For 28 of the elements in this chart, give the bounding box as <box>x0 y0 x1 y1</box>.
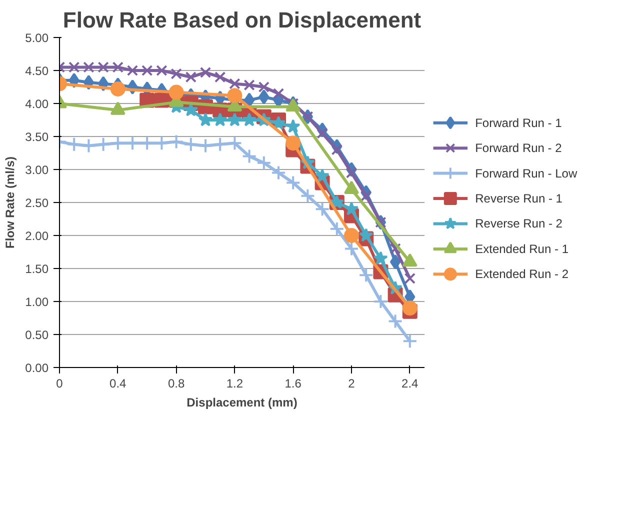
y-tick-label: 2.50 <box>25 196 49 210</box>
legend-label: Forward Run - 2 <box>475 141 562 156</box>
y-tick-label: 5.00 <box>25 31 49 45</box>
legend-label: Forward Run - 1 <box>475 116 562 130</box>
y-tick-label: 1.00 <box>25 295 49 309</box>
x-tick-label: 0.4 <box>110 376 127 390</box>
y-tick-label: 1.50 <box>25 262 49 276</box>
legend-label: Extended Run - 2 <box>475 267 569 282</box>
legend-label: Reverse Run - 1 <box>475 192 563 206</box>
x-tick-label: 0 <box>56 376 64 390</box>
y-tick-label: 3.50 <box>25 130 49 144</box>
x-tick-label: 1.6 <box>284 376 302 390</box>
x-axis-title: Displacement (mm) <box>186 396 298 410</box>
y-tick-label: 0.00 <box>25 361 49 375</box>
legend-label: Reverse Run - 2 <box>475 216 563 231</box>
legend-label: Forward Run - Low <box>475 166 578 180</box>
x-tick-label: 1.2 <box>226 376 244 390</box>
x-tick-label: 2 <box>348 376 356 390</box>
y-tick-label: 0.50 <box>25 328 49 342</box>
x-tick-label: 2.4 <box>402 376 419 390</box>
y-axis-title: Flow Rate (ml/s) <box>3 156 18 249</box>
y-tick-label: 2.00 <box>25 229 49 243</box>
y-tick-label: 3.00 <box>25 163 49 177</box>
y-tick-label: 4.50 <box>25 64 49 78</box>
y-tick-label: 4.00 <box>25 97 49 111</box>
x-tick-label: 0.8 <box>168 376 185 390</box>
legend-label: Extended Run - 1 <box>475 242 569 256</box>
chart-title: Flow Rate Based on Displacement <box>62 8 422 32</box>
